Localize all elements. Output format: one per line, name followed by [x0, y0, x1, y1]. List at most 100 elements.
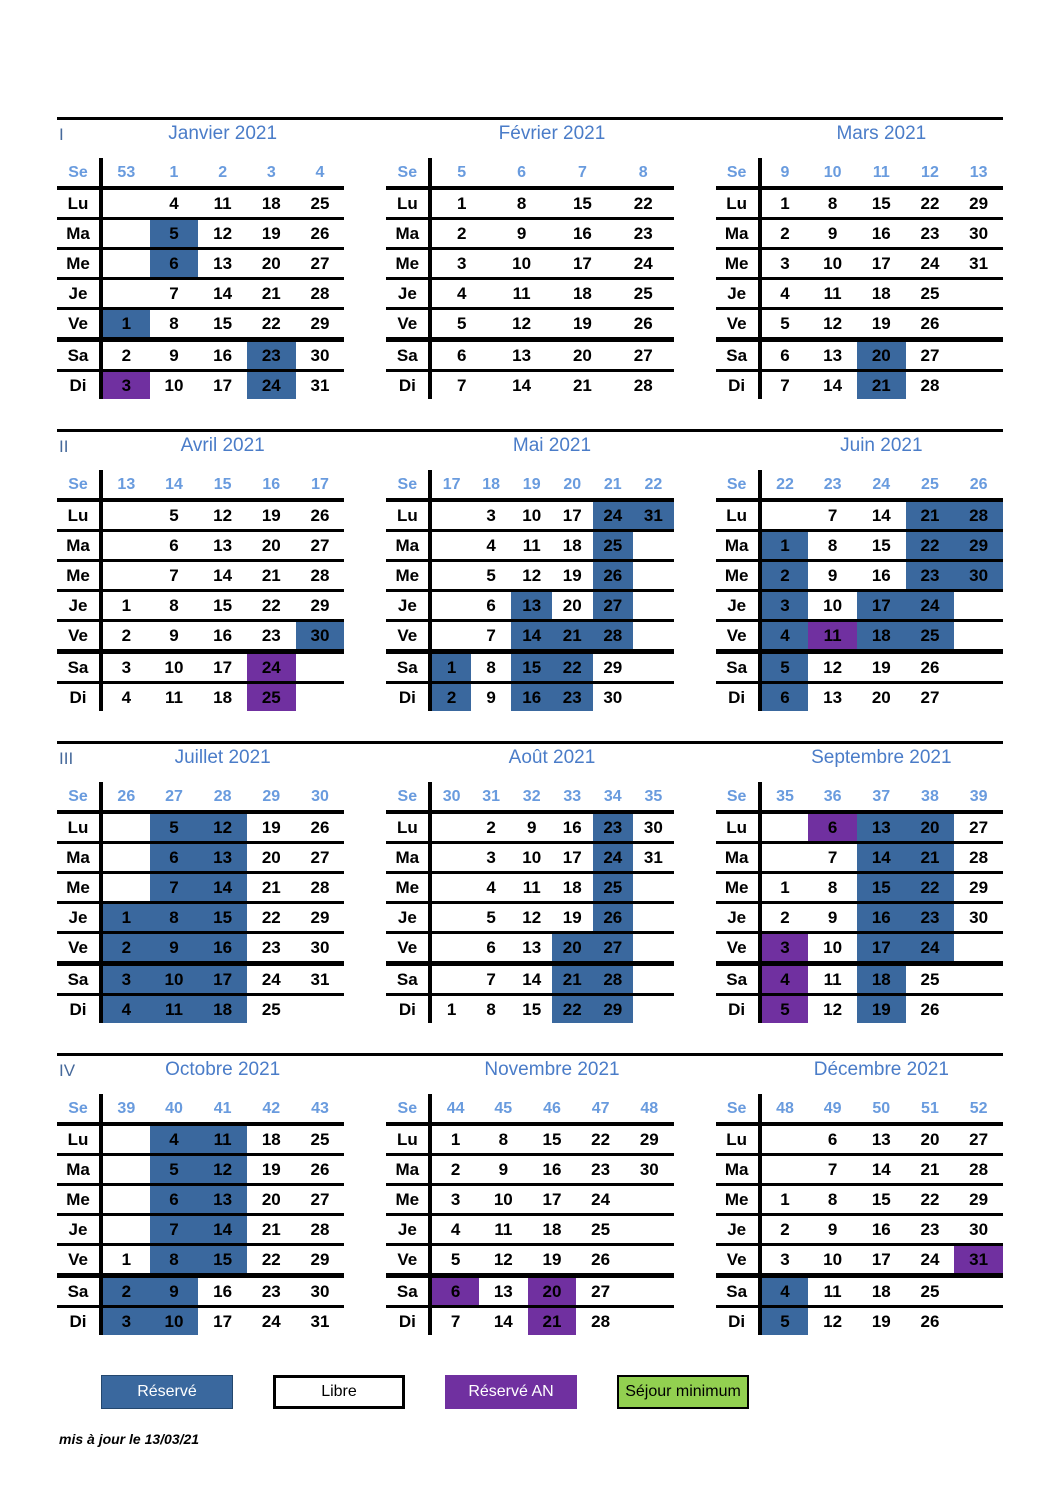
week-header-row: Se 39 40 41 42 43: [57, 1094, 345, 1126]
day-cell: 20: [246, 248, 296, 280]
week-number: 38: [905, 782, 955, 814]
day-label: Me: [715, 872, 762, 904]
day-cell: 4: [759, 278, 809, 310]
day-cell: 12: [491, 308, 552, 342]
day-label: Lu: [57, 1124, 103, 1156]
day-cell: 4: [470, 872, 512, 904]
day-label: Me: [57, 248, 103, 280]
day-cell: [430, 500, 471, 532]
day-cell: 17: [551, 248, 613, 280]
day-label: Ve: [715, 620, 762, 654]
week-number: 15: [198, 470, 247, 502]
day-cell-reserved: 25: [905, 620, 955, 654]
quarters-container: I Janvier 2021 Février 2021 Mars 2021 Se 53 1 2…: [57, 117, 1003, 1365]
week-number: 1: [149, 158, 199, 190]
day-row: Di 7 14 21 28: [386, 370, 673, 399]
day-cell: 17: [213, 1311, 233, 1331]
day-row: Ve 5 12 19 26: [715, 308, 1003, 342]
day-label: Ve: [57, 1244, 103, 1278]
week-number: 26: [954, 470, 1003, 502]
day-label: Lu: [715, 188, 762, 220]
day-cell: 6: [149, 530, 199, 562]
day-label: Je: [386, 902, 433, 934]
day-label: Lu: [386, 188, 433, 220]
day-cell-reserved-an: 25: [246, 682, 296, 711]
day-cell: 15: [198, 590, 247, 622]
day-row: Di 5 12 19 26: [715, 1306, 1003, 1335]
day-label: Je: [57, 902, 103, 934]
day-cell-reserved: 14: [856, 842, 906, 874]
day-cell: 29: [954, 872, 1003, 904]
day-cell-reserved: 28: [592, 620, 634, 654]
day-cell-reserved-an: 21: [527, 1306, 577, 1335]
day-cell: 13: [808, 339, 857, 372]
day-cell: 17: [527, 1184, 577, 1216]
day-cell: [633, 620, 674, 654]
day-cell: [430, 530, 471, 562]
week-number: 31: [470, 782, 512, 814]
day-cell: 6: [759, 339, 809, 372]
day-cell: 18: [246, 188, 296, 220]
day-cell: 19: [551, 308, 613, 342]
day-row: Je 4 11 18 25: [715, 278, 1003, 310]
week-header-row: Se 48 49 50 51 52: [715, 1094, 1003, 1126]
week-number: 48: [759, 1094, 809, 1126]
day-cell: 5: [430, 308, 492, 342]
day-cell: 9: [808, 218, 857, 250]
week-number: 47: [576, 1094, 625, 1126]
day-cell-reserved: 6: [149, 248, 199, 280]
day-cell-reserved: 21: [905, 842, 955, 874]
day-row: Sa 1 8 15 22 29: [386, 651, 674, 684]
day-label: Je: [386, 590, 433, 622]
day-cell: 1: [430, 188, 492, 220]
day-cell: 9: [486, 687, 496, 707]
day-cell: 16: [856, 218, 906, 250]
week-number: 14: [149, 470, 199, 502]
day-cell: 15: [198, 308, 247, 342]
day-cell: 29: [592, 651, 634, 684]
day-row: Je 2 9 16 23 30: [715, 1214, 1003, 1246]
week-number: 23: [808, 470, 857, 502]
day-cell-reserved: 18: [856, 963, 906, 996]
quarter-numeral: II: [59, 437, 69, 456]
day-label: Ma: [715, 842, 762, 874]
day-cell-reserved: 13: [198, 1184, 247, 1216]
day-cell: 11: [808, 278, 857, 310]
quarter-title-row: Avril 2021 Mai 2021 Juin 2021: [57, 435, 1003, 457]
day-cell: 26: [612, 308, 674, 342]
day-cell: 20: [551, 590, 593, 622]
day-row: Lu 5 12 19 26: [57, 500, 345, 532]
day-label: Ve: [715, 932, 762, 966]
day-cell: 9: [808, 560, 857, 592]
day-cell: 28: [920, 375, 940, 395]
day-cell: 10: [491, 248, 552, 280]
day-cell: 8: [491, 188, 552, 220]
day-label: Ma: [386, 530, 433, 562]
day-cell: 23: [612, 218, 674, 250]
day-cell-reserved-an: 6: [430, 1275, 479, 1308]
day-cell-reserved: 8: [149, 902, 199, 934]
day-cell: [759, 1124, 809, 1156]
day-cell: 14: [856, 500, 906, 532]
day-row: Je 5 12 19 26: [386, 902, 674, 934]
day-cell: 15: [856, 1184, 906, 1216]
day-cell: 20: [246, 1184, 296, 1216]
day-cell-reserved: 17: [198, 963, 247, 996]
week-number: 27: [149, 782, 199, 814]
day-cell: 3: [470, 500, 512, 532]
day-row: Me 7 14 21 28: [57, 560, 345, 592]
day-cell-reserved: 22: [905, 872, 955, 904]
day-cell: 7: [149, 560, 199, 592]
legend: Réservé Libre Réservé AN Séjour minimum: [101, 1375, 1003, 1409]
day-cell: 13: [198, 530, 247, 562]
day-cell: 8: [486, 999, 496, 1019]
day-label: Di: [57, 994, 103, 1023]
week-number: 44: [430, 1094, 479, 1126]
day-cell: [633, 902, 674, 934]
day-cell: [633, 530, 674, 562]
day-cell: 29: [954, 1184, 1003, 1216]
day-cell: 1: [759, 872, 809, 904]
week-col-header: Se: [57, 782, 103, 814]
day-cell: 12: [808, 651, 857, 684]
day-cell: 23: [246, 620, 296, 654]
